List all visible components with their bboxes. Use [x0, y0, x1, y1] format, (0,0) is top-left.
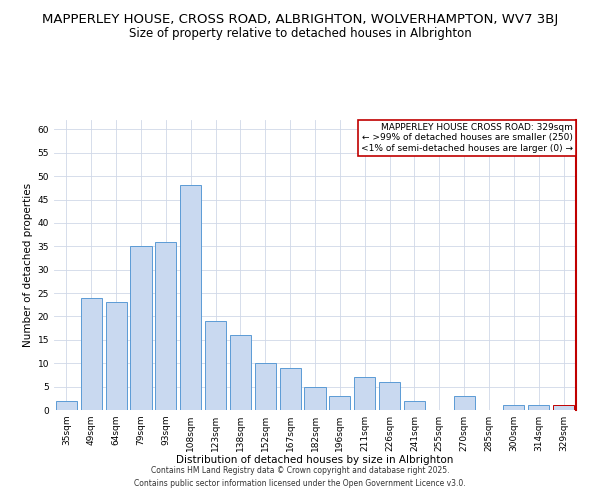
- Bar: [180, 186, 201, 410]
- Bar: [553, 406, 574, 410]
- Bar: [354, 378, 375, 410]
- Bar: [404, 400, 425, 410]
- Bar: [205, 321, 226, 410]
- Bar: [528, 406, 549, 410]
- Bar: [329, 396, 350, 410]
- Text: Size of property relative to detached houses in Albrighton: Size of property relative to detached ho…: [128, 28, 472, 40]
- Bar: [155, 242, 176, 410]
- Bar: [255, 363, 276, 410]
- X-axis label: Distribution of detached houses by size in Albrighton: Distribution of detached houses by size …: [176, 456, 454, 466]
- Text: MAPPERLEY HOUSE CROSS ROAD: 329sqm
← >99% of detached houses are smaller (250)
<: MAPPERLEY HOUSE CROSS ROAD: 329sqm ← >99…: [361, 123, 573, 152]
- Bar: [379, 382, 400, 410]
- Text: Contains HM Land Registry data © Crown copyright and database right 2025.
Contai: Contains HM Land Registry data © Crown c…: [134, 466, 466, 487]
- Text: MAPPERLEY HOUSE, CROSS ROAD, ALBRIGHTON, WOLVERHAMPTON, WV7 3BJ: MAPPERLEY HOUSE, CROSS ROAD, ALBRIGHTON,…: [42, 12, 558, 26]
- Bar: [106, 302, 127, 410]
- Bar: [454, 396, 475, 410]
- Bar: [304, 386, 326, 410]
- Bar: [503, 406, 524, 410]
- Bar: [56, 400, 77, 410]
- Y-axis label: Number of detached properties: Number of detached properties: [23, 183, 34, 347]
- Bar: [81, 298, 102, 410]
- Bar: [230, 335, 251, 410]
- Bar: [130, 246, 152, 410]
- Bar: [280, 368, 301, 410]
